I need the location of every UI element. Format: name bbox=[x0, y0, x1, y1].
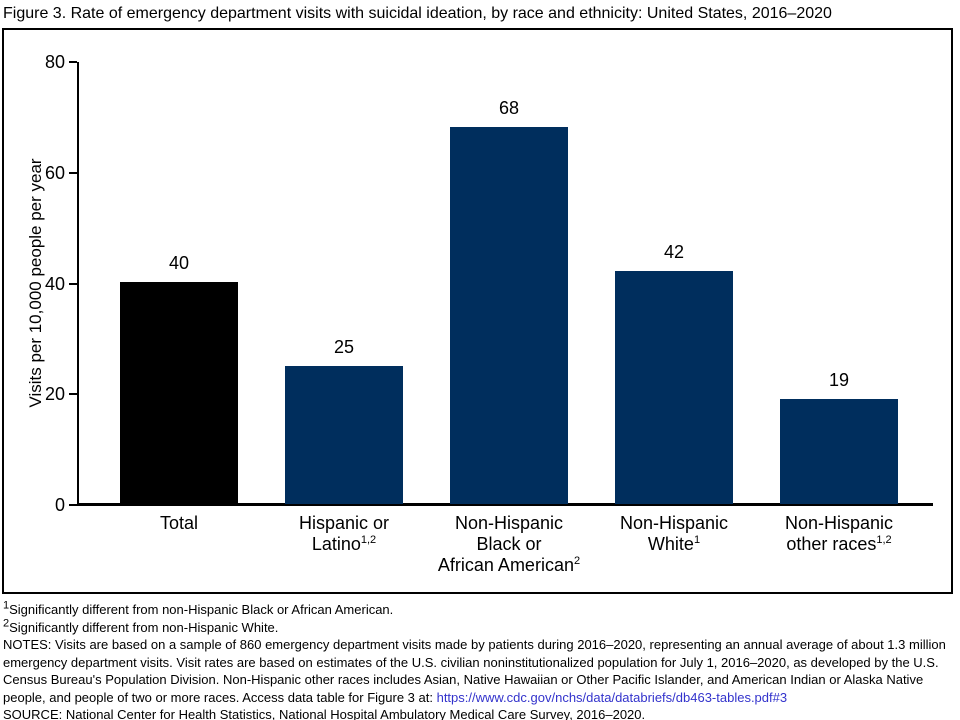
data-table-link[interactable]: https://www.cdc.gov/nchs/data/databriefs… bbox=[436, 689, 788, 705]
y-tick bbox=[69, 393, 77, 396]
notes-paragraph: NOTES: Visits are based on a sample of 8… bbox=[3, 636, 957, 706]
footnote-1-marker: 1 bbox=[3, 599, 10, 612]
bar-1 bbox=[285, 366, 403, 504]
y-tick bbox=[69, 504, 77, 506]
bar-value-label: 42 bbox=[663, 242, 685, 262]
y-axis-line bbox=[77, 62, 79, 505]
y-tick-label: 0 bbox=[54, 495, 65, 515]
footnote-2-marker: 2 bbox=[3, 617, 10, 630]
x-category-label: Non-Hispanic other races1,2 bbox=[784, 513, 894, 554]
y-tick bbox=[69, 171, 77, 174]
x-category-label: Non-Hispanic White1 bbox=[619, 513, 729, 554]
notes-text: NOTES: Visits are based on a sample of 8… bbox=[3, 637, 946, 705]
bar-4 bbox=[780, 399, 898, 504]
bar-value-label: 40 bbox=[168, 253, 190, 273]
y-tick-label: 80 bbox=[44, 52, 65, 72]
x-category-label: Total bbox=[159, 513, 199, 533]
bar-3 bbox=[615, 271, 733, 504]
y-tick bbox=[69, 282, 77, 285]
figure-title: Figure 3. Rate of emergency department v… bbox=[3, 5, 832, 22]
source-line: SOURCE: National Center for Health Stati… bbox=[3, 707, 646, 720]
x-category-label: Hispanic or Latino1,2 bbox=[298, 513, 390, 554]
footnote-2-text: Significantly different from non-Hispani… bbox=[9, 619, 279, 635]
chart-frame: Visits per 10,000 people per year 0 20 40 6… bbox=[2, 28, 953, 594]
bar-0 bbox=[120, 282, 238, 504]
footnote-1-text: Significantly different from non-Hispani… bbox=[9, 602, 394, 617]
bar-value-label: 68 bbox=[498, 98, 520, 118]
y-tick-label: 20 bbox=[44, 384, 65, 405]
x-category-label: Non-Hispanic Black or African American2 bbox=[437, 513, 581, 575]
y-tick-label: 40 bbox=[44, 273, 65, 294]
footnote-1: 1Significantly different from non-Hispan… bbox=[3, 599, 957, 619]
footnote-2: 2Significantly different from non-Hispan… bbox=[3, 617, 957, 637]
y-tick-label: 60 bbox=[44, 162, 65, 183]
bar-value-label: 25 bbox=[333, 337, 355, 357]
bar-value-label: 19 bbox=[828, 370, 850, 390]
x-axis-line bbox=[77, 503, 933, 506]
footnotes: 1Significantly different from non-Hispan… bbox=[3, 599, 957, 720]
bar-2 bbox=[450, 127, 568, 504]
y-tick bbox=[69, 61, 77, 63]
